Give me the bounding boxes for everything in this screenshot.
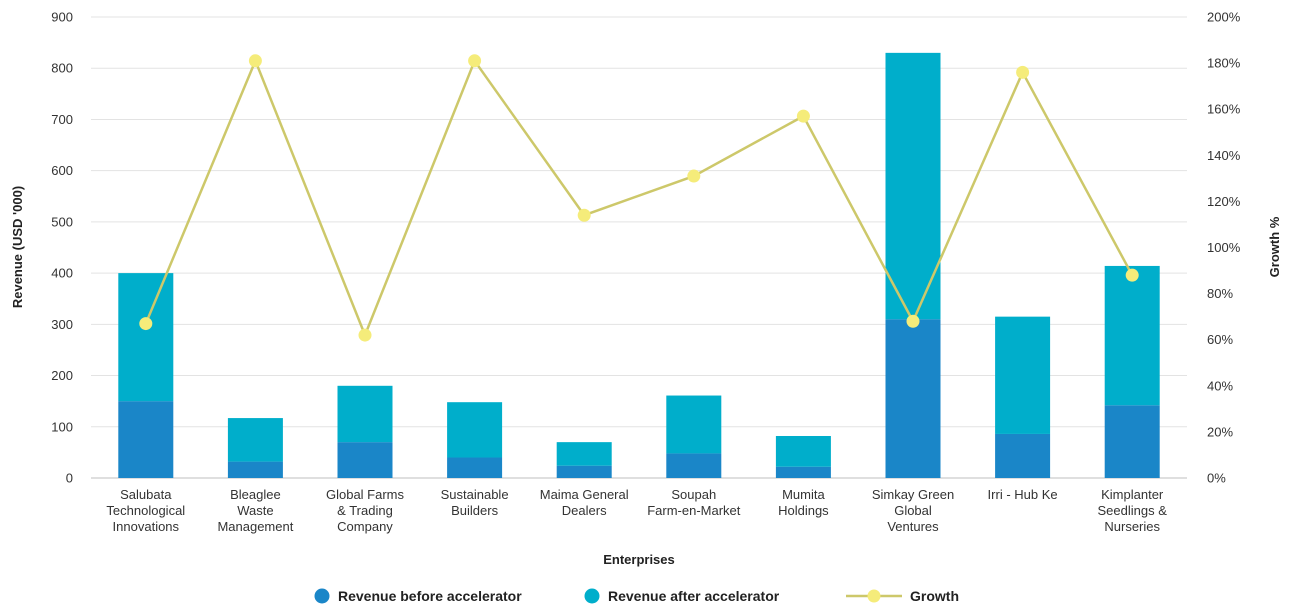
- bar-before: [118, 401, 174, 478]
- bar-after: [227, 418, 283, 462]
- y-axis-right: 0% 20% 40% 60% 80% 100% 120% 140% 160% 180% 200%: [1207, 10, 1241, 486]
- bar-after: [885, 52, 941, 320]
- legend-marker-after: [584, 588, 600, 604]
- bar-after: [556, 442, 612, 466]
- y2-tick-label: 200%: [1207, 10, 1241, 25]
- x-tick-label: Mumita Holdings: [778, 487, 829, 518]
- bar-after: [775, 435, 831, 467]
- bar-after: [995, 316, 1051, 434]
- growth-point: [687, 169, 701, 183]
- y2-axis-title: Growth %: [1267, 216, 1282, 277]
- y-tick-label: 0: [66, 471, 73, 486]
- bar-before: [666, 453, 722, 478]
- legend-item-growth: Growth: [846, 588, 959, 604]
- bar-before: [995, 433, 1051, 478]
- y-tick-label: 600: [51, 163, 73, 178]
- y2-tick-label: 40%: [1207, 378, 1233, 393]
- bars: [118, 52, 1160, 478]
- bar-before: [447, 457, 503, 478]
- y-tick-label: 200: [51, 368, 73, 383]
- x-tick-label: Sustainable Builders: [441, 487, 509, 518]
- bar-before: [227, 461, 283, 478]
- bar-before: [775, 466, 831, 478]
- y2-tick-label: 0%: [1207, 471, 1226, 486]
- y-tick-label: 900: [51, 10, 73, 25]
- y-axis-title: Revenue (USD '000): [10, 186, 25, 308]
- bar-before: [556, 465, 612, 478]
- growth-point: [358, 328, 372, 342]
- y-tick-label: 700: [51, 112, 73, 127]
- legend: Revenue before accelerator Revenue after…: [314, 588, 959, 604]
- growth-point: [577, 208, 591, 222]
- x-tick-label: Salubata Technological Innovations: [106, 487, 185, 534]
- growth-point: [906, 314, 920, 328]
- legend-item-before: Revenue before accelerator: [314, 588, 522, 604]
- growth-point: [796, 109, 810, 123]
- x-tick-label: Bleaglee Waste Management: [217, 487, 293, 534]
- y2-tick-label: 180%: [1207, 56, 1241, 71]
- bar-after: [666, 395, 722, 454]
- bar-after: [1104, 265, 1160, 406]
- x-tick-label: Kimplanter Seedlings & Nurseries: [1098, 487, 1168, 534]
- y-tick-label: 100: [51, 419, 73, 434]
- x-tick-label: Soupah Farm-en-Market: [647, 487, 741, 518]
- growth-point: [139, 317, 153, 331]
- legend-item-after: Revenue after accelerator: [584, 588, 780, 604]
- y2-tick-label: 60%: [1207, 332, 1233, 347]
- bar-before: [1104, 405, 1160, 478]
- y2-tick-label: 20%: [1207, 424, 1233, 439]
- x-tick-label: Simkay Green Global Ventures: [872, 487, 954, 534]
- x-tick-label: Global Farms & Trading Company: [326, 487, 405, 534]
- y-tick-label: 300: [51, 317, 73, 332]
- bar-before: [885, 319, 941, 478]
- growth-point: [248, 54, 262, 68]
- x-tick-label: Maima General Dealers: [540, 487, 629, 518]
- x-axis: Salubata Technological Innovations Bleaglee…: [106, 487, 1167, 534]
- x-tick-label: Irri - Hub Ke: [988, 487, 1058, 502]
- legend-marker-before: [314, 588, 330, 604]
- growth-point: [1016, 65, 1030, 79]
- legend-label-after: Revenue after accelerator: [608, 588, 780, 604]
- x-axis-title: Enterprises: [603, 552, 675, 567]
- y2-tick-label: 100%: [1207, 240, 1241, 255]
- bar-after: [337, 385, 393, 443]
- y2-tick-label: 80%: [1207, 286, 1233, 301]
- y-axis-left: 0 100 200 300 400 500 600 700 800 900: [51, 10, 73, 486]
- y-tick-label: 500: [51, 214, 73, 229]
- y2-tick-label: 120%: [1207, 194, 1241, 209]
- y2-tick-label: 140%: [1207, 148, 1241, 163]
- bar-after: [447, 402, 503, 458]
- legend-label-growth: Growth: [910, 588, 959, 604]
- y-tick-label: 800: [51, 61, 73, 76]
- bar-after: [118, 273, 174, 402]
- bar-before: [337, 442, 393, 478]
- legend-label-before: Revenue before accelerator: [338, 588, 522, 604]
- growth-point: [468, 54, 482, 68]
- y-tick-label: 400: [51, 266, 73, 281]
- growth-point: [1125, 268, 1139, 282]
- growth-line: [139, 54, 1139, 342]
- legend-marker-growth: [867, 589, 881, 603]
- growth-polyline: [144, 57, 1134, 339]
- y2-tick-label: 160%: [1207, 102, 1241, 117]
